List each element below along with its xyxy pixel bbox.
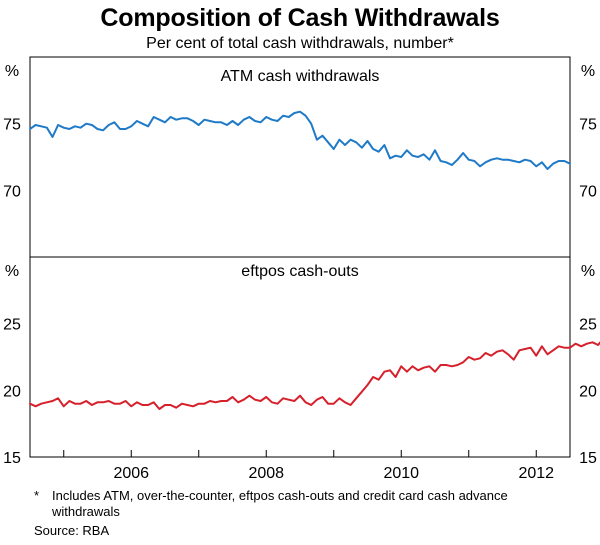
eftpos-ytick-right-25: 25 — [579, 317, 597, 334]
top-unit-label-right: % — [581, 63, 595, 80]
x-tick-label-2010: 2010 — [383, 465, 419, 482]
eftpos-ytick-left-15: 15 — [3, 450, 21, 467]
atm-ytick-left-75: 75 — [3, 117, 21, 134]
source-note: Source: RBA — [34, 523, 110, 538]
atm-ytick-right-70: 70 — [579, 183, 597, 200]
atm-ytick-right-75: 75 — [579, 117, 597, 134]
bottom-unit-label-right: % — [581, 263, 595, 280]
x-tick-label-2006: 2006 — [113, 465, 149, 482]
footnote: * Includes ATM, over-the-counter, eftpos… — [34, 488, 576, 520]
x-tick-label-2008: 2008 — [248, 465, 284, 482]
atm-ytick-left-70: 70 — [3, 183, 21, 200]
eftpos-ytick-left-20: 20 — [3, 383, 21, 400]
bottom-panel-title: eftpos cash-outs — [241, 263, 358, 280]
eftpos-ytick-right-15: 15 — [579, 450, 597, 467]
chart-subtitle: Per cent of total cash withdrawals, numb… — [146, 35, 454, 52]
eftpos-ytick-left-25: 25 — [3, 317, 21, 334]
eftpos-ytick-right-20: 20 — [579, 383, 597, 400]
footnote-marker: * — [34, 488, 40, 503]
atm-series-line — [29, 110, 571, 170]
bottom-unit-label-left: % — [5, 263, 19, 280]
top-unit-label-left: % — [5, 63, 19, 80]
top-panel-title: ATM cash withdrawals — [221, 68, 380, 85]
chart-title: Composition of Cash Withdrawals — [100, 4, 500, 32]
footnote-text: Includes ATM, over-the-counter, eftpos c… — [52, 488, 508, 519]
eftpos-series-line — [29, 341, 600, 410]
x-tick-label-2012: 2012 — [518, 465, 554, 482]
